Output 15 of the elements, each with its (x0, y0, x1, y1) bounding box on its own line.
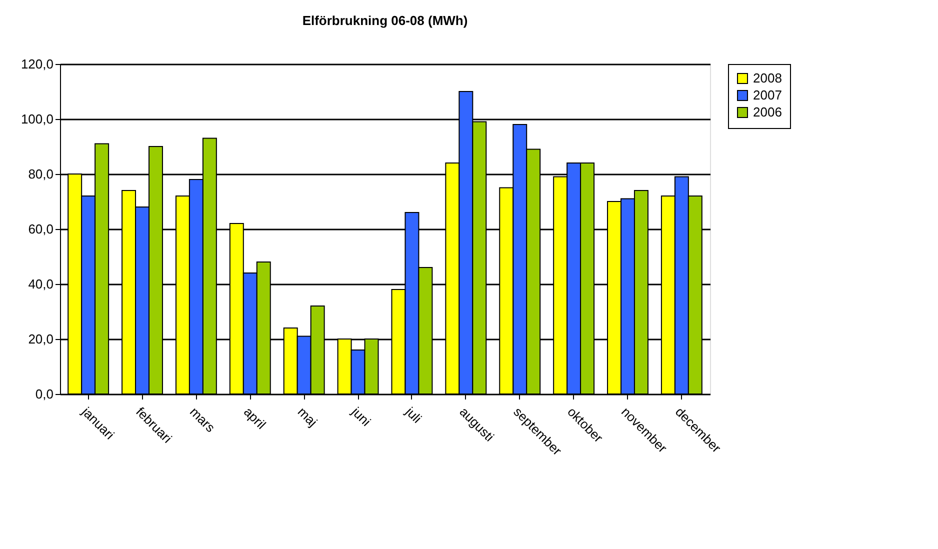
x-tick-label: april (240, 404, 270, 432)
chart-title: Elförbrukning 06-08 (MWh) (302, 13, 468, 28)
y-tick-label: 60,0 (28, 222, 54, 236)
x-tick-label: juli (402, 403, 425, 426)
y-tick-label: 40,0 (28, 276, 54, 292)
y-tick-label: 80,0 (28, 166, 54, 182)
x-tick-label: juni (348, 403, 374, 430)
legend-label: 2007 (753, 88, 782, 102)
y-tick-label: 100,0 (20, 112, 54, 126)
legend-label: 2008 (753, 70, 782, 86)
legend-label: 2006 (753, 104, 782, 120)
y-tick-label: 20,0 (28, 332, 54, 346)
y-tick-label: 0,0 (35, 386, 54, 402)
y-tick-label: 120,0 (20, 56, 54, 72)
x-tick-label: maj (294, 404, 320, 430)
